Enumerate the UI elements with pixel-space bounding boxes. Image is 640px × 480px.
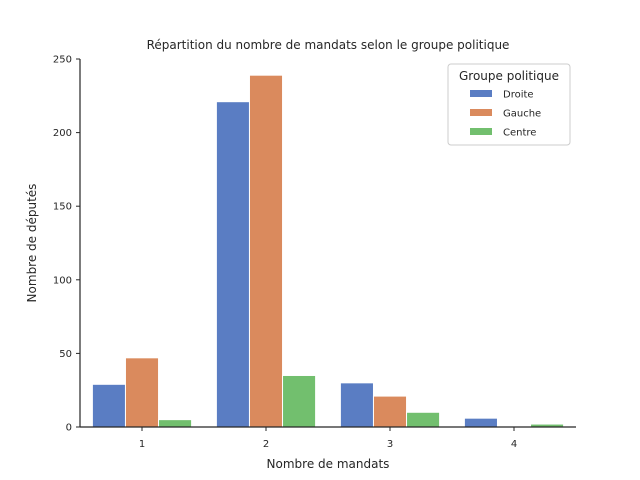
y-tick-label: 150 — [53, 202, 72, 213]
y-ticks: 0 50 100 150 200 250 — [53, 55, 80, 434]
bar-droite-3 — [339, 382, 374, 428]
x-tick-label: 3 — [387, 439, 393, 450]
legend: Groupe politique Droite Gauche Centre — [447, 63, 571, 146]
x-tick-label: 1 — [139, 439, 145, 450]
y-tick-label: 100 — [53, 275, 72, 286]
legend-swatch-droite — [470, 90, 492, 97]
x-tick-label: 4 — [511, 439, 517, 450]
y-tick-label: 250 — [53, 55, 72, 66]
legend-label-droite: Droite — [503, 90, 534, 101]
bar-droite-2 — [215, 101, 250, 428]
bar-droite-1 — [91, 383, 126, 428]
legend-items: Droite Gauche Centre — [470, 90, 541, 139]
y-tick-label: 0 — [66, 423, 72, 434]
x-ticks: 1 2 3 4 — [139, 427, 517, 450]
bar-centre-1 — [158, 419, 193, 428]
x-axis-label: Nombre de mandats — [267, 457, 390, 471]
bar-droite-4 — [463, 417, 498, 428]
legend-label-gauche: Gauche — [503, 109, 541, 120]
bar-gauche-3 — [372, 395, 408, 428]
bar-gauche-2 — [248, 74, 284, 428]
x-tick-label: 2 — [263, 439, 269, 450]
chart-title: Répartition du nombre de mandats selon l… — [147, 38, 510, 52]
legend-swatch-centre — [470, 128, 492, 135]
legend-frame — [447, 63, 571, 146]
legend-swatch-gauche — [470, 109, 492, 116]
legend-title: Groupe politique — [459, 69, 559, 83]
plot-area: 0 50 100 150 200 250 1 2 3 4 — [53, 55, 576, 450]
bar-gauche-1 — [124, 357, 160, 428]
y-axis-label: Nombre de députés — [25, 184, 39, 303]
y-tick-label: 50 — [59, 349, 72, 360]
bars-group — [91, 74, 565, 428]
bar-centre-2 — [282, 374, 317, 428]
legend-label-centre: Centre — [503, 128, 536, 139]
bar-centre-3 — [406, 411, 441, 428]
y-tick-label: 200 — [53, 128, 72, 139]
